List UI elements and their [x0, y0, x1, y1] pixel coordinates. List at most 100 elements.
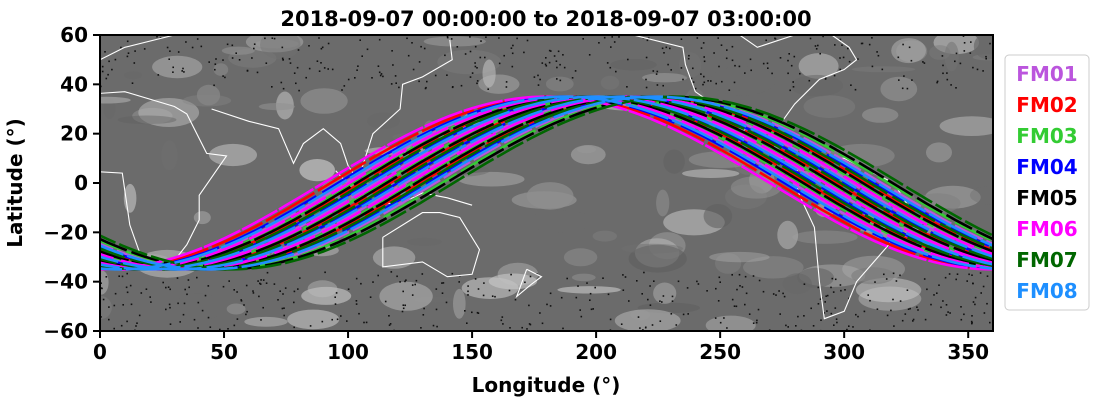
dark-speckle: [985, 57, 987, 60]
dark-speckle: [149, 296, 151, 298]
dark-speckle: [236, 291, 238, 293]
dark-speckle: [702, 83, 704, 86]
dark-speckle: [923, 62, 926, 64]
dark-speckle: [260, 319, 262, 321]
dark-speckle: [188, 286, 190, 289]
dark-speckle: [129, 284, 132, 287]
dark-speckle: [233, 324, 236, 327]
dark-speckle: [104, 51, 106, 53]
dark-speckle: [832, 291, 835, 293]
dark-speckle: [227, 328, 229, 330]
cloud-patch: [715, 253, 742, 274]
dark-speckle: [883, 273, 885, 276]
cloud-patch: [571, 273, 596, 282]
dark-speckle: [305, 76, 307, 79]
cloud-patch: [221, 46, 255, 55]
dark-speckle: [971, 274, 973, 276]
dark-speckle: [168, 58, 170, 60]
cloud-patch: [563, 248, 598, 267]
dark-speckle: [265, 62, 268, 64]
track-fm08: [100, 95, 993, 271]
dark-speckle: [511, 52, 514, 55]
dark-speckle: [331, 68, 334, 71]
dark-speckle: [787, 326, 789, 328]
dark-speckle: [719, 321, 722, 324]
dark-speckle: [271, 37, 274, 39]
dark-speckle: [167, 286, 170, 288]
dark-speckle: [405, 279, 407, 281]
dark-speckle: [820, 319, 822, 321]
dark-speckle: [200, 45, 203, 48]
dark-speckle: [550, 50, 552, 52]
dark-speckle: [938, 284, 940, 286]
dark-speckle: [166, 46, 169, 49]
dark-speckle: [484, 56, 486, 59]
dark-speckle: [476, 80, 479, 82]
dark-speckle: [641, 293, 643, 295]
dark-speckle: [940, 306, 942, 309]
dark-speckle: [169, 288, 171, 291]
dark-speckle: [844, 289, 846, 291]
dark-speckle: [544, 63, 547, 66]
dark-speckle: [703, 56, 705, 58]
dark-speckle: [107, 73, 109, 76]
dark-speckle: [647, 298, 649, 301]
cloud-patch: [709, 251, 770, 263]
dark-speckle: [259, 283, 262, 285]
dark-speckle: [231, 57, 234, 59]
dark-speckle: [947, 311, 949, 313]
dark-speckle: [831, 277, 834, 280]
dark-speckle: [308, 67, 311, 70]
dark-speckle: [809, 37, 812, 40]
dark-speckle: [555, 60, 558, 62]
dark-speckle: [823, 312, 826, 314]
dark-speckle: [834, 307, 837, 309]
dark-speckle: [610, 46, 612, 48]
dark-speckle: [471, 311, 473, 314]
dark-speckle: [341, 89, 343, 91]
dark-speckle: [126, 272, 128, 275]
dark-speckle: [126, 291, 129, 294]
dark-speckle: [736, 288, 738, 291]
dark-speckle: [494, 295, 496, 298]
dark-speckle: [901, 319, 904, 322]
dark-speckle: [901, 87, 904, 90]
dark-speckle: [426, 80, 428, 83]
x-tick-label: 50: [210, 340, 238, 364]
dark-speckle: [347, 78, 350, 81]
dark-speckle: [451, 272, 454, 275]
dark-speckle: [871, 37, 873, 39]
dark-speckle: [653, 280, 655, 282]
dark-speckle: [636, 280, 638, 282]
dark-speckle: [108, 318, 110, 321]
dark-speckle: [703, 60, 706, 63]
dark-speckle: [945, 304, 948, 306]
dark-speckle: [256, 71, 259, 74]
dark-speckle: [665, 46, 668, 49]
dark-speckle: [971, 315, 973, 317]
dark-speckle: [955, 87, 957, 89]
dark-speckle: [983, 312, 986, 314]
legend-entry-fm03: FM03: [1016, 124, 1077, 148]
dark-speckle: [972, 66, 974, 69]
dark-speckle: [902, 43, 904, 46]
dark-speckle: [404, 280, 406, 283]
dark-speckle: [222, 75, 224, 77]
dark-speckle: [744, 275, 747, 278]
dark-speckle: [474, 45, 477, 48]
dark-speckle: [157, 74, 160, 76]
cloud-patch: [260, 35, 301, 60]
dark-speckle: [262, 306, 264, 309]
dark-speckle: [501, 316, 504, 318]
dark-speckle: [388, 315, 390, 317]
cloud-patch: [743, 256, 804, 279]
dark-speckle: [384, 300, 387, 303]
dark-speckle: [108, 306, 110, 308]
dark-speckle: [208, 61, 210, 63]
coastline: [382, 212, 481, 278]
dark-speckle: [848, 325, 850, 327]
dark-speckle: [498, 62, 501, 65]
dark-speckle: [899, 274, 901, 277]
dark-speckle: [738, 65, 741, 68]
dark-speckle: [721, 80, 723, 83]
